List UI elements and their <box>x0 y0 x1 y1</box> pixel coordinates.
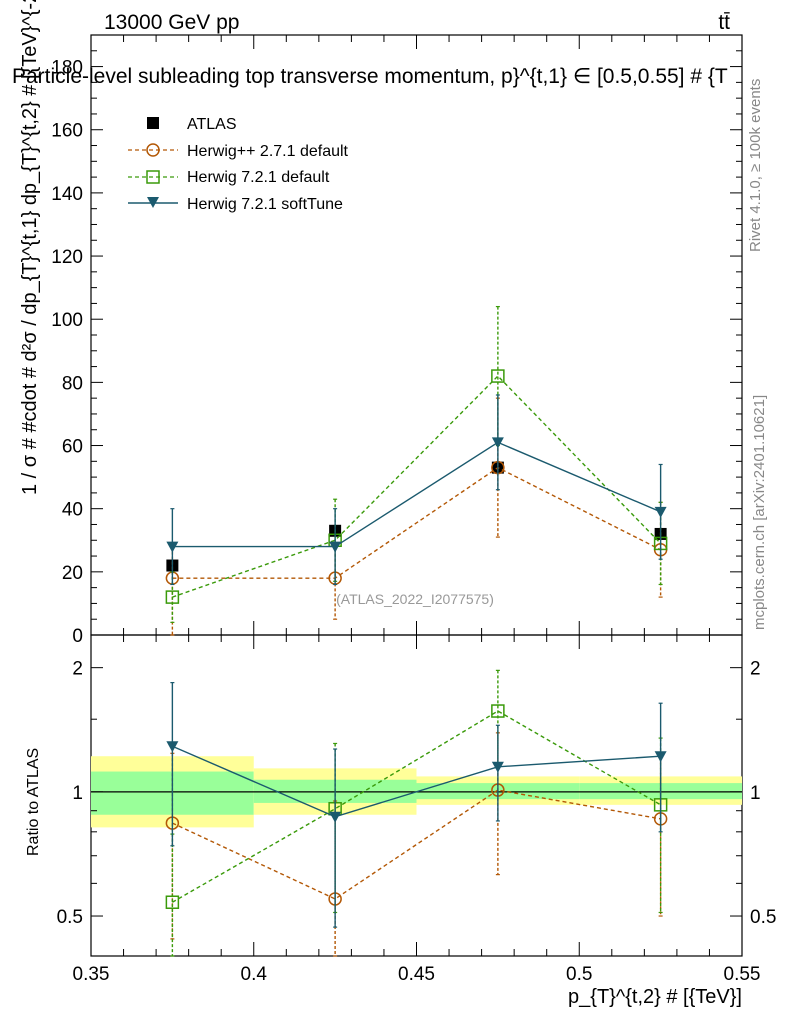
y-tick-label-ratio: 0.5 <box>57 907 83 928</box>
y-tick-label-ratio-right: 0.5 <box>750 907 776 928</box>
data-point-h721soft <box>329 541 342 553</box>
y-axis-label-main: 1 / σ # #cdot # d²σ / dp_{T}^{t,1} dp_{T… <box>19 0 41 495</box>
data-point-h721soft <box>329 811 342 823</box>
plot-title: Particle-level subleading top transverse… <box>12 65 728 88</box>
y-tick-label-main: 80 <box>62 373 83 394</box>
series-line-h721soft <box>172 441 661 548</box>
legend-h721-label: Herwig 7.2.1 default <box>187 169 330 186</box>
data-point-h721soft <box>654 506 667 518</box>
y-tick-label-ratio-right: 2 <box>750 659 761 680</box>
y-tick-label-main: 140 <box>51 184 83 205</box>
x-tick-label: 0.4 <box>241 964 268 985</box>
y-tick-label-main: 0 <box>72 626 83 647</box>
process-label: tt̄ <box>718 11 730 34</box>
energy-label: 13000 GeV pp <box>104 11 239 34</box>
legend-h721soft-marker <box>147 197 159 208</box>
data-point-h721soft <box>491 437 504 449</box>
axis-ticks-group: 0 20 40 60 80 100 120 140 160 180 0.5 0.5 1 1 2 2 0.35 0.… <box>51 34 776 985</box>
legend-atlas-marker <box>147 117 159 129</box>
data-point-h721soft <box>166 741 179 753</box>
main-series-group <box>165 305 668 636</box>
data-point-h721 <box>491 704 505 718</box>
x-tick-label: 0.45 <box>398 964 435 985</box>
x-tick-label: 0.5 <box>566 964 592 985</box>
y-tick-label-ratio-right: 1 <box>750 783 761 804</box>
x-tick-label: 0.35 <box>73 964 110 985</box>
y-tick-label-main: 180 <box>51 58 83 79</box>
y-tick-label-main: 20 <box>62 563 83 584</box>
series-line-h721soft <box>172 745 661 818</box>
legend: ATLAS Herwig++ 2.7.1 default Herwig 7.2.… <box>128 116 349 213</box>
y-tick-label-ratio: 1 <box>72 783 83 804</box>
data-point-h721soft <box>166 541 179 553</box>
x-axis-label: p_{T}^{t,2} # [{TeV}] <box>568 986 742 1008</box>
y-axis-label-ratio: Ratio to ATLAS <box>25 748 42 856</box>
y-tick-label-main: 60 <box>62 437 83 458</box>
legend-atlas-label: ATLAS <box>187 116 237 133</box>
x-tick-label: 0.55 <box>724 964 761 985</box>
mcplots-label: mcplots.cern.ch [arXiv:2401.10621] <box>751 395 768 630</box>
legend-hpp-marker <box>146 143 160 157</box>
data-point-h721soft <box>491 761 504 773</box>
y-tick-label-main: 160 <box>51 121 83 142</box>
data-point-h721soft <box>654 751 667 763</box>
series-line-h721 <box>172 710 661 903</box>
ratio-series-group <box>165 669 668 957</box>
data-point-h721 <box>165 590 180 604</box>
series-line-h721 <box>172 375 662 598</box>
y-tick-label-main: 100 <box>51 310 83 331</box>
analysis-id: (ATLAS_2022_I2077575) <box>336 591 494 607</box>
y-tick-label-ratio: 2 <box>72 659 83 680</box>
y-tick-label-main: 40 <box>62 500 83 521</box>
series-line-hpp <box>172 789 661 900</box>
data-point-h721 <box>165 895 180 909</box>
series-line-hpp <box>172 466 661 579</box>
y-tick-label-main: 120 <box>51 247 83 268</box>
data-point-h721 <box>491 369 505 383</box>
legend-h721soft-label: Herwig 7.2.1 softTune <box>187 196 343 213</box>
legend-h721-marker <box>146 170 160 184</box>
legend-hpp-label: Herwig++ 2.7.1 default <box>187 143 349 160</box>
rivet-label: Rivet 4.1.0, ≥ 100k events <box>747 79 764 252</box>
